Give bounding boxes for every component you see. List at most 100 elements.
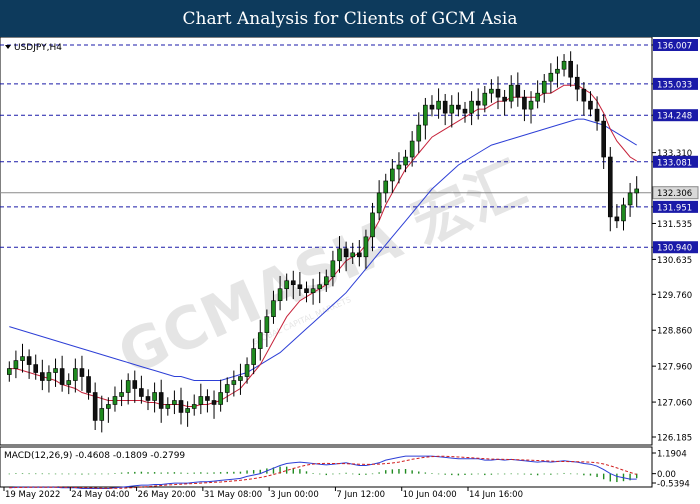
candle-body-up [112, 396, 118, 405]
candle-body-down [475, 100, 481, 106]
candle [46, 365, 52, 393]
candle [238, 363, 243, 395]
candle-body-up [257, 332, 263, 349]
time-axis: 19 May 2022 24 May 04:00 26 May 20:00 31 Ma… [3, 487, 523, 500]
macd-histogram-bar [81, 473, 83, 475]
candle [264, 309, 270, 348]
candle-body-down [568, 60, 573, 78]
macd-histogram-bar [338, 473, 341, 475]
candle-body-up [152, 392, 157, 401]
candle-body-up [317, 284, 322, 290]
candle-body-up [449, 104, 455, 114]
macd-histogram-bar [252, 470, 255, 474]
candle-body-up [383, 180, 389, 194]
candle-body-up [555, 68, 560, 74]
macd-histogram-bar [332, 473, 334, 475]
candle-body-up [409, 140, 415, 158]
macd-histogram-bar [517, 473, 519, 475]
candle-body-up [469, 100, 474, 114]
candle [205, 389, 210, 413]
candle-body-up [370, 212, 375, 238]
candle [178, 387, 184, 425]
candle-body-up [621, 204, 626, 222]
candle-body-up [337, 248, 342, 262]
candle [607, 147, 613, 232]
candle [555, 56, 560, 88]
candle-body-down [205, 396, 210, 401]
candle-body-down [304, 288, 309, 294]
price-tick-label: 127.960 [657, 363, 692, 373]
candle [561, 54, 567, 77]
candle [172, 390, 177, 415]
candle [588, 91, 593, 117]
macd-histogram-bar [583, 473, 585, 476]
macd-tick-label: -0.5394 [657, 480, 690, 490]
macd-histogram-bar [200, 472, 202, 474]
candle-body-up [330, 260, 336, 278]
candle-body-up [541, 80, 547, 94]
candle [416, 112, 422, 154]
candle [495, 76, 501, 110]
macd-tick-label: 1.1904 [657, 450, 687, 460]
time-tick-label: 26 May 20:00 [138, 490, 196, 500]
candle-body-down [297, 284, 303, 290]
candle-body-up [376, 192, 382, 214]
candle-body-up [224, 384, 230, 393]
candle-body-up [423, 104, 428, 126]
candle [244, 357, 250, 384]
macd-histogram-bar [279, 466, 281, 474]
macd-histogram-bar [503, 473, 506, 475]
macd-histogram-bar [602, 473, 605, 480]
macd-histogram-bar [431, 473, 433, 474]
price-tick-label: 131.951 [657, 203, 692, 213]
candle [462, 101, 468, 123]
price-tick-label: 136.007 [657, 42, 692, 52]
macd-line [9, 455, 637, 489]
level-price-tag [653, 77, 698, 90]
candle-body-down [522, 96, 527, 110]
candle-body-up [277, 288, 283, 302]
macd-histogram-bar [477, 473, 479, 475]
candle [390, 159, 395, 193]
candle [522, 89, 527, 122]
macd-histogram-bar [418, 471, 420, 474]
candle-body-up [20, 356, 25, 361]
level-price-tag [653, 200, 698, 213]
macd-histogram-bar [563, 472, 565, 474]
candle-body-down [92, 392, 98, 421]
candle [198, 383, 204, 415]
candles [7, 51, 639, 433]
candle-body-down [211, 400, 217, 405]
candle [502, 89, 507, 116]
candle [165, 397, 171, 416]
candle [324, 269, 329, 292]
macd-histogram-bar [556, 473, 559, 475]
candle [396, 152, 402, 184]
macd-histogram-bar [87, 473, 90, 475]
macd-label: MACD(12,26,9) -0.4608 -0.1809 -0.2799 [4, 451, 185, 461]
level-price-tag [653, 155, 698, 168]
macd-histogram-bar [609, 473, 611, 482]
candle-body-down [574, 76, 580, 90]
candle-body-up [284, 280, 289, 290]
candle [515, 72, 521, 107]
macd-histogram-bar [510, 473, 512, 475]
candle-body-down [462, 108, 468, 114]
candle [40, 359, 45, 391]
candle-body-down [357, 252, 362, 258]
macd-histogram-bar [305, 471, 308, 474]
symbol-dropdown-icon[interactable] [5, 45, 11, 49]
macd-histogram-bar [54, 473, 57, 475]
candle-body-down [79, 368, 85, 377]
macd-histogram-bar [41, 473, 44, 475]
macd-histogram-bar [226, 471, 228, 474]
time-tick-label: 14 Jun 16:00 [469, 490, 523, 500]
level-price-tag [653, 109, 698, 122]
macd-histogram-bar [233, 471, 235, 474]
price-tick-label: 126.185 [657, 434, 692, 444]
candle [297, 271, 303, 296]
candle [59, 355, 65, 392]
candle-body-up [350, 252, 356, 258]
candle [535, 80, 540, 109]
